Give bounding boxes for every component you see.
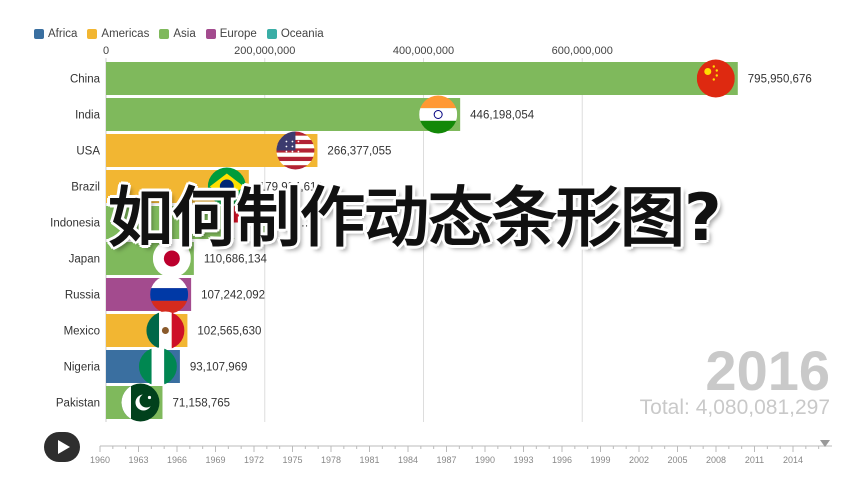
legend-swatch: [87, 29, 98, 39]
value-label: 179,934,613: [259, 182, 323, 194]
timeline-year-label: 1984: [398, 455, 418, 465]
timeline-year-label: 2005: [667, 455, 687, 465]
category-label: Mexico: [64, 326, 100, 338]
x-tick-label: 400,000,000: [393, 45, 454, 57]
timeline-year-label: 1966: [167, 455, 187, 465]
x-tick-label: 200,000,000: [234, 45, 295, 57]
category-label: Indonesia: [50, 218, 100, 230]
timeline-year-label: 2014: [783, 455, 803, 465]
play-button[interactable]: [44, 432, 80, 462]
value-label: 446,198,054: [470, 110, 535, 122]
legend-item-europe[interactable]: Europe: [205, 28, 257, 40]
category-label: Russia: [65, 290, 101, 302]
timeline-year-label: 1996: [552, 455, 572, 465]
timeline-year-label: 1978: [321, 455, 341, 465]
play-icon: [57, 440, 70, 454]
timeline-year-label: 1987: [436, 455, 456, 465]
category-label: Pakistan: [56, 398, 100, 410]
timeline-year-label: 1969: [205, 455, 225, 465]
value-label: …3,…: [276, 218, 309, 230]
category-label: Nigeria: [64, 362, 101, 374]
value-label: 71,158,765: [172, 398, 230, 410]
year-label: 2016: [705, 339, 830, 402]
usa-flag-icon: [276, 131, 315, 170]
timeline-year-label: 1972: [244, 455, 264, 465]
legend-swatch: [266, 29, 277, 39]
value-label: 93,107,969: [190, 362, 248, 374]
pakistan-flag-icon: [121, 383, 160, 422]
mexico-flag-icon: [146, 311, 185, 350]
bar-china[interactable]: [106, 62, 738, 95]
x-tick-label: 600,000,000: [552, 45, 613, 57]
headline-overlay: 如何制作动态条形图?: [108, 181, 722, 256]
value-label: 266,377,055: [327, 146, 391, 158]
legend-swatch: [159, 29, 170, 39]
value-label: 110,686,134: [204, 254, 268, 266]
timeline-year-label: 2011: [745, 455, 764, 465]
legend-label: Europe: [219, 28, 257, 40]
legend-item-africa[interactable]: Africa: [34, 28, 77, 40]
japan-flag-icon: [152, 239, 191, 278]
timeline-year-label: 2008: [706, 455, 726, 465]
legend-item-asia[interactable]: Asia: [159, 28, 196, 40]
legend-item-americas[interactable]: Americas: [87, 28, 149, 40]
timeline-year-label: 1990: [475, 455, 495, 465]
timeline-year-label: 1993: [513, 455, 533, 465]
total-label: Total: 4,080,081,297: [639, 396, 830, 419]
legend-label: Americas: [101, 28, 150, 40]
value-label: 107,242,092: [201, 290, 265, 302]
china-flag-icon: [696, 59, 735, 98]
legend-swatch: [205, 29, 216, 39]
value-label: 795,950,676: [748, 74, 812, 86]
legend-item-oceania[interactable]: Oceania: [266, 28, 324, 40]
timeline-year-label: 1999: [590, 455, 610, 465]
timeline-marker[interactable]: [820, 440, 830, 447]
legend-label: Asia: [173, 28, 196, 40]
legend-label: Africa: [48, 28, 78, 40]
category-label: China: [70, 74, 101, 86]
category-label: USA: [76, 146, 100, 158]
timeline-year-label: 1963: [128, 455, 148, 465]
indonesia-flag-icon: [225, 203, 263, 242]
legend-label: Oceania: [280, 28, 324, 40]
bar-india[interactable]: [106, 98, 461, 131]
legend: Africa Americas Asia Europe Oceania: [34, 26, 324, 42]
category-label: Brazil: [71, 182, 100, 194]
x-tick-label: 0: [103, 45, 109, 57]
timeline-year-label: 1960: [90, 455, 110, 465]
nigeria-flag-icon: [138, 347, 177, 386]
brazil-flag-icon: [207, 167, 246, 206]
value-label: 102,565,630: [197, 326, 261, 338]
legend-swatch: [34, 29, 44, 39]
category-label: Japan: [69, 254, 100, 266]
russia-flag-icon: [150, 275, 189, 314]
timeline-year-label: 2002: [629, 455, 649, 465]
category-label: India: [75, 110, 101, 122]
timeline-year-label: 1981: [359, 455, 379, 465]
india-flag-icon: [419, 95, 458, 134]
timeline-year-label: 1975: [282, 455, 302, 465]
